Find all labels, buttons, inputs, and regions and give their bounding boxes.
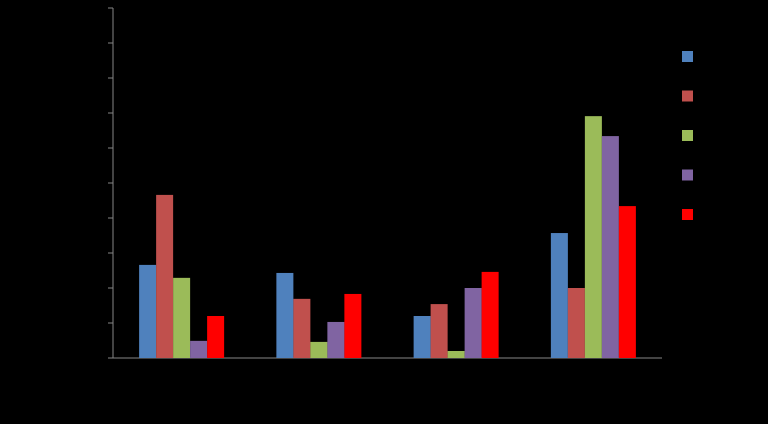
bar xyxy=(207,316,225,358)
legend-swatch xyxy=(682,169,693,181)
bar xyxy=(190,340,208,358)
bar xyxy=(156,194,174,358)
bar xyxy=(447,351,465,358)
bar xyxy=(584,116,602,359)
bar xyxy=(464,288,482,358)
bar xyxy=(430,304,448,358)
legend-swatch xyxy=(682,209,693,220)
bar xyxy=(413,316,431,358)
bar xyxy=(481,271,499,358)
legend-swatch xyxy=(682,90,693,102)
bar xyxy=(276,272,294,358)
bar xyxy=(601,136,619,358)
bar xyxy=(293,298,311,358)
bar xyxy=(173,277,191,358)
legend-swatch xyxy=(682,130,693,141)
bar xyxy=(139,264,157,358)
bar xyxy=(327,321,345,358)
bar xyxy=(344,293,362,358)
legend-swatch xyxy=(682,51,693,62)
bar xyxy=(310,341,328,358)
bar xyxy=(567,288,585,358)
bar xyxy=(550,233,568,358)
bar xyxy=(618,206,636,358)
